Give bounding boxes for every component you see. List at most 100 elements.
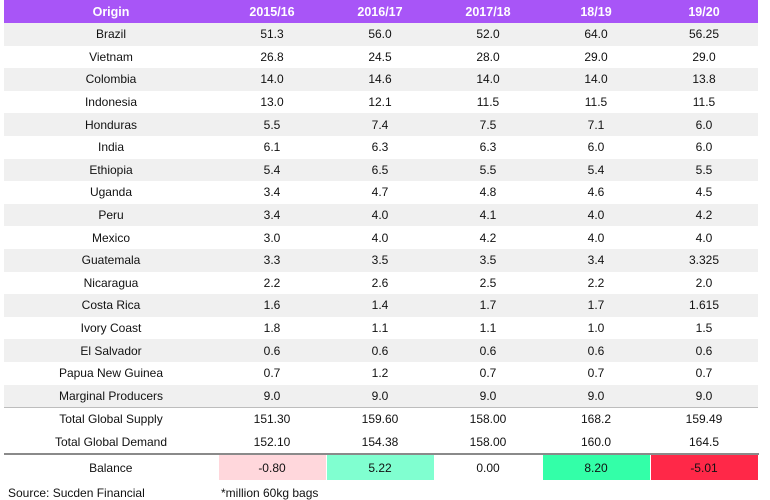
value-cell: 3.4 — [542, 248, 650, 272]
value-cell: 52.0 — [434, 23, 542, 46]
value-cell: 4.8 — [434, 181, 542, 204]
value-cell: 2.2 — [218, 271, 326, 295]
value-cell: 6.1 — [218, 135, 326, 159]
column-header-2017-18: 2017/18 — [434, 0, 542, 23]
column-header-origin: Origin — [4, 0, 218, 23]
value-cell: 5.5 — [218, 113, 326, 136]
total-value-cell: 158.00 — [434, 407, 542, 431]
table-row: Vietnam 26.8 24.5 28.0 29.0 29.0 — [4, 45, 758, 69]
origin-cell: Guatemala — [4, 248, 218, 272]
table-body: Brazil 51.3 56.0 52.0 64.0 56.25 Vietnam 26.8 24… — [4, 23, 759, 481]
value-cell: 4.7 — [326, 181, 434, 204]
total-value-cell: 160.0 — [542, 430, 650, 455]
value-cell: 4.0 — [326, 226, 434, 249]
value-cell: 29.0 — [542, 45, 650, 69]
value-cell: 13.0 — [218, 90, 326, 114]
origin-cell: Vietnam — [4, 45, 218, 69]
value-cell: 7.5 — [434, 113, 542, 136]
value-cell: 2.2 — [542, 271, 650, 295]
value-cell: 1.7 — [542, 294, 650, 317]
value-cell: 51.3 — [218, 23, 326, 46]
origin-cell: Indonesia — [4, 90, 218, 114]
total-row: Total Global Supply 151.30 159.60 158.00 168… — [4, 407, 758, 431]
value-cell: 0.7 — [542, 361, 650, 385]
total-value-cell: 151.30 — [218, 407, 326, 431]
value-cell: 12.1 — [326, 90, 434, 114]
value-cell: 5.4 — [218, 158, 326, 182]
origin-cell: Honduras — [4, 113, 218, 136]
value-cell: 3.4 — [218, 181, 326, 204]
balance-label-cell: Balance — [4, 453, 218, 481]
value-cell: 6.5 — [326, 158, 434, 182]
column-header-19-20: 19/20 — [650, 0, 758, 23]
value-cell: 1.0 — [542, 316, 650, 340]
value-cell: 4.1 — [434, 203, 542, 227]
total-value-cell: 154.38 — [326, 430, 434, 455]
table-row: India 6.1 6.3 6.3 6.0 6.0 — [4, 135, 758, 159]
value-cell: 3.325 — [650, 248, 758, 272]
value-cell: 3.5 — [326, 248, 434, 272]
balance-row: Balance -0.80 5.22 0.00 8.20 -5.01 — [4, 453, 759, 481]
value-cell: 1.7 — [434, 294, 542, 317]
coffee-supply-table: Origin 2015/16 2016/17 2017/18 18/19 19/… — [4, 0, 759, 481]
total-value-cell: 164.5 — [650, 430, 758, 455]
value-cell: 13.8 — [650, 68, 758, 91]
value-cell: 56.0 — [326, 23, 434, 46]
origin-cell: Costa Rica — [4, 294, 218, 317]
value-cell: 14.0 — [542, 68, 650, 91]
balance-value-cell: -0.80 — [217, 453, 327, 481]
value-cell: 5.5 — [434, 158, 542, 182]
value-cell: 0.6 — [326, 339, 434, 362]
value-cell: 29.0 — [650, 45, 758, 69]
value-cell: 1.5 — [650, 316, 758, 340]
value-cell: 56.25 — [650, 23, 758, 46]
value-cell: 6.3 — [326, 135, 434, 159]
table-row: Mexico 3.0 4.0 4.2 4.0 4.0 — [4, 226, 758, 249]
value-cell: 4.0 — [650, 226, 758, 249]
table-row: Honduras 5.5 7.4 7.5 7.1 6.0 — [4, 113, 758, 136]
total-label-cell: Total Global Supply — [4, 407, 218, 431]
total-value-cell: 158.00 — [434, 430, 542, 455]
value-cell: 11.5 — [650, 90, 758, 114]
value-cell: 7.4 — [326, 113, 434, 136]
value-cell: 6.3 — [434, 135, 542, 159]
table-row: Ethiopia 5.4 6.5 5.5 5.4 5.5 — [4, 158, 758, 182]
table-row: Costa Rica 1.6 1.4 1.7 1.7 1.615 — [4, 294, 758, 317]
value-cell: 0.6 — [218, 339, 326, 362]
value-cell: 4.0 — [542, 203, 650, 227]
value-cell: 1.6 — [218, 294, 326, 317]
column-header-18-19: 18/19 — [542, 0, 650, 23]
value-cell: 9.0 — [218, 384, 326, 408]
value-cell: 1.615 — [650, 294, 758, 317]
origin-cell: Uganda — [4, 181, 218, 204]
table-row: El Salvador 0.6 0.6 0.6 0.6 0.6 — [4, 339, 758, 362]
value-cell: 3.4 — [218, 203, 326, 227]
value-cell: 14.0 — [218, 68, 326, 91]
origin-cell: Marginal Producers — [4, 384, 218, 408]
value-cell: 9.0 — [434, 384, 542, 408]
table-row: Uganda 3.4 4.7 4.8 4.6 4.5 — [4, 181, 758, 204]
value-cell: 9.0 — [650, 384, 758, 408]
value-cell: 4.0 — [542, 226, 650, 249]
value-cell: 0.6 — [650, 339, 758, 362]
value-cell: 4.2 — [650, 203, 758, 227]
value-cell: 1.1 — [434, 316, 542, 340]
balance-value-cell: 0.00 — [433, 453, 543, 481]
column-header-2015-16: 2015/16 — [218, 0, 326, 23]
value-cell: 24.5 — [326, 45, 434, 69]
value-cell: 11.5 — [434, 90, 542, 114]
value-cell: 1.2 — [326, 361, 434, 385]
source-note: Source: Sucden Financial — [8, 486, 145, 500]
total-value-cell: 159.49 — [650, 407, 758, 431]
total-value-cell: 168.2 — [542, 407, 650, 431]
total-value-cell: 159.60 — [326, 407, 434, 431]
total-row: Total Global Demand 152.10 154.38 158.00 160… — [4, 430, 758, 455]
value-cell: 0.6 — [542, 339, 650, 362]
value-cell: 4.2 — [434, 226, 542, 249]
value-cell: 28.0 — [434, 45, 542, 69]
origin-cell: Mexico — [4, 226, 218, 249]
value-cell: 14.6 — [326, 68, 434, 91]
table-row: Colombia 14.0 14.6 14.0 14.0 13.8 — [4, 68, 758, 91]
origin-cell: Peru — [4, 203, 218, 227]
origin-cell: Ivory Coast — [4, 316, 218, 340]
